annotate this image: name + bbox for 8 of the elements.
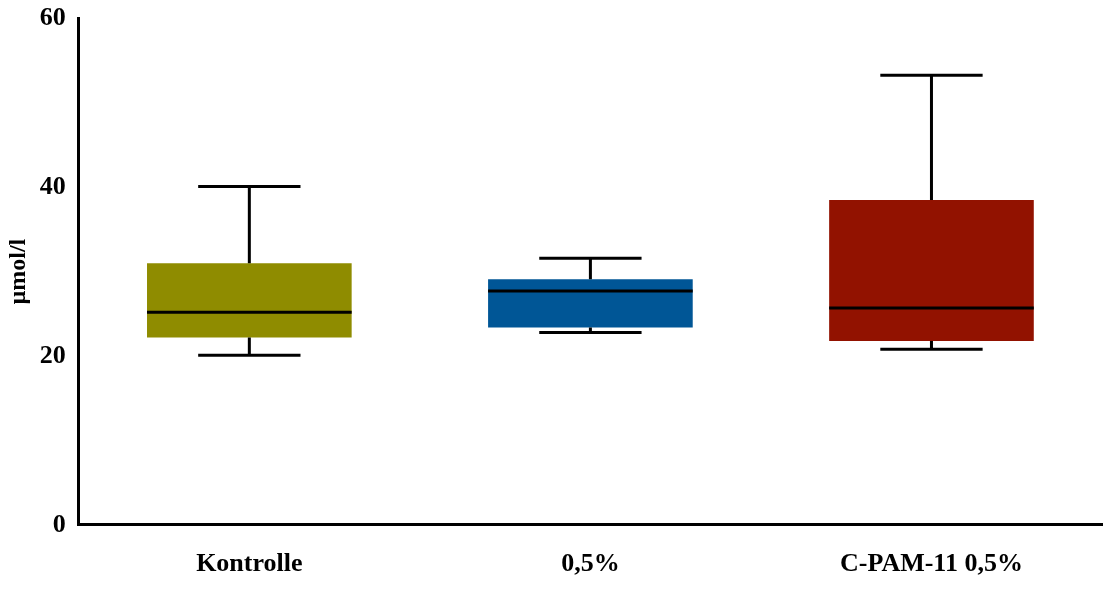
- y-tick-label: 20: [39, 339, 66, 369]
- x-tick-label: C-PAM-11 0,5%: [840, 548, 1023, 578]
- y-tick-label: 40: [39, 171, 66, 201]
- x-tick-label: 0,5%: [561, 548, 620, 578]
- x-tick-label: Kontrolle: [196, 548, 303, 578]
- y-tick-label: 60: [39, 2, 66, 32]
- y-axis-title: µmol/l: [3, 238, 30, 305]
- y-tick-label: 0: [52, 508, 66, 538]
